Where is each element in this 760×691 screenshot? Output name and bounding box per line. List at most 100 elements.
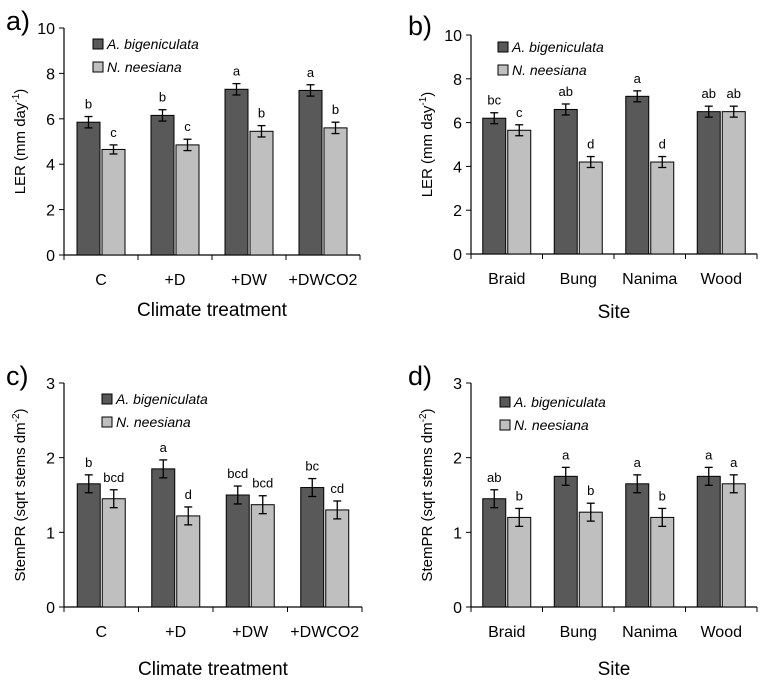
y-tick-label: 2	[453, 203, 462, 220]
y-axis-title: LER (mm day-1)	[11, 89, 29, 195]
bar-n-neesiana	[507, 516, 532, 608]
significance-letter: a	[730, 455, 738, 470]
significance-letter: c	[110, 125, 117, 140]
y-axis-title-tail: )	[419, 408, 436, 413]
y-tick-label: 2	[46, 451, 55, 468]
legend-swatch	[497, 64, 509, 76]
y-tick-label: 1	[46, 525, 55, 542]
significance-letter: b	[85, 455, 92, 470]
legend-label: N. neesiana	[514, 417, 589, 433]
y-tick-label: 8	[46, 66, 55, 83]
significance-letter: a	[634, 455, 642, 470]
x-tick-label: +DW	[232, 624, 269, 641]
y-axis-title: StemPR (sqrt stems dm-2)	[11, 408, 29, 581]
significance-letter: bcd	[227, 466, 248, 481]
significance-letter: ab	[702, 86, 716, 101]
y-axis-title-tail: )	[12, 89, 29, 94]
x-axis-title: Site	[598, 659, 631, 680]
legend-label: A. bigeniculata	[513, 394, 606, 410]
chart-panel-3: c) 0 1 2 3 C +D +DW +DWCO2 Climate treatment StemP…	[6, 361, 363, 680]
significance-letter: cd	[330, 481, 344, 496]
bar-a-bigeniculata	[625, 95, 650, 255]
significance-letter: b	[659, 488, 666, 503]
bar-a-bigeniculata	[553, 475, 578, 608]
x-tick-label: Wood	[700, 624, 742, 641]
bar-n-neesiana	[650, 516, 675, 608]
significance-letter: a	[160, 440, 168, 455]
significance-letter: a	[634, 71, 642, 86]
bar-a-bigeniculata	[625, 483, 650, 608]
y-axis-title-main: LER (mm day	[419, 105, 436, 197]
significance-letter: d	[659, 137, 666, 152]
bar-a-bigeniculata	[225, 494, 250, 608]
bar-a-bigeniculata	[696, 111, 721, 255]
significance-letter: b	[258, 106, 265, 121]
y-tick-label: 2	[453, 451, 462, 468]
y-tick-label: 0	[453, 600, 462, 617]
y-axis-title-superscript: -2	[11, 413, 22, 422]
y-axis-title-main: StemPR (sqrt stems dm	[12, 422, 29, 581]
x-tick-label: +D	[165, 272, 186, 289]
bar-a-bigeniculata	[553, 108, 578, 255]
x-tick-label: Bung	[560, 624, 597, 641]
significance-letter: b	[159, 90, 166, 105]
x-tick-label: Nanima	[622, 624, 677, 641]
bar-a-bigeniculata	[76, 121, 101, 256]
x-tick-label: C	[95, 624, 107, 641]
significance-letter: d	[185, 487, 192, 502]
bar-a-bigeniculata	[482, 117, 507, 255]
significance-letter: b	[332, 102, 339, 117]
y-axis-title-main: StemPR (sqrt stems dm	[419, 422, 436, 581]
x-tick-label: +DWCO2	[290, 624, 359, 641]
legend-swatch	[92, 61, 104, 73]
bar-n-neesiana	[175, 144, 200, 256]
y-axis-title-superscript: -2	[418, 413, 429, 422]
bar-n-neesiana	[176, 515, 201, 608]
bar-a-bigeniculata	[150, 114, 175, 256]
legend-swatch	[499, 419, 511, 431]
panel-label: c)	[6, 361, 29, 391]
bar-a-bigeniculata	[300, 487, 325, 608]
y-axis-title-tail: )	[419, 92, 436, 97]
y-axis-title-superscript: -1	[11, 93, 22, 102]
legend-swatch	[92, 38, 104, 50]
panel-label: d)	[408, 361, 432, 391]
significance-letter: a	[233, 64, 241, 79]
significance-letter: a	[562, 447, 570, 462]
legend-label: N. neesiana	[107, 59, 182, 75]
x-axis-title: Climate treatment	[138, 659, 289, 680]
significance-letter: c	[516, 105, 523, 120]
significance-letter: bcd	[252, 476, 273, 491]
significance-letter: a	[307, 65, 315, 80]
y-axis-title-tail: )	[12, 408, 29, 413]
significance-letter: ab	[727, 86, 741, 101]
legend-label: A. bigeniculata	[106, 36, 199, 52]
significance-letter: bc	[487, 93, 501, 108]
significance-letter: ab	[487, 470, 501, 485]
bar-n-neesiana	[507, 129, 532, 255]
bar-n-neesiana	[650, 161, 675, 255]
bar-n-neesiana	[721, 483, 746, 608]
bar-a-bigeniculata	[76, 483, 101, 608]
y-tick-label: 2	[46, 203, 55, 220]
y-tick-label: 10	[37, 21, 55, 38]
y-axis-title-superscript: -1	[418, 96, 429, 105]
y-tick-label: 8	[453, 72, 462, 89]
significance-letter: d	[587, 137, 594, 152]
x-tick-label: C	[95, 272, 107, 289]
bar-n-neesiana	[323, 127, 348, 256]
significance-letter: b	[587, 483, 594, 498]
bar-n-neesiana	[101, 148, 126, 256]
significance-letter: b	[85, 97, 92, 112]
legend-swatch	[101, 416, 113, 428]
x-tick-label: Wood	[700, 271, 742, 288]
legend-swatch	[499, 396, 511, 408]
significance-letter: a	[705, 447, 713, 462]
y-axis-title: LER (mm day-1)	[418, 92, 436, 198]
x-tick-label: +DWCO2	[289, 272, 358, 289]
legend-swatch	[101, 393, 113, 405]
bar-n-neesiana	[325, 509, 350, 608]
